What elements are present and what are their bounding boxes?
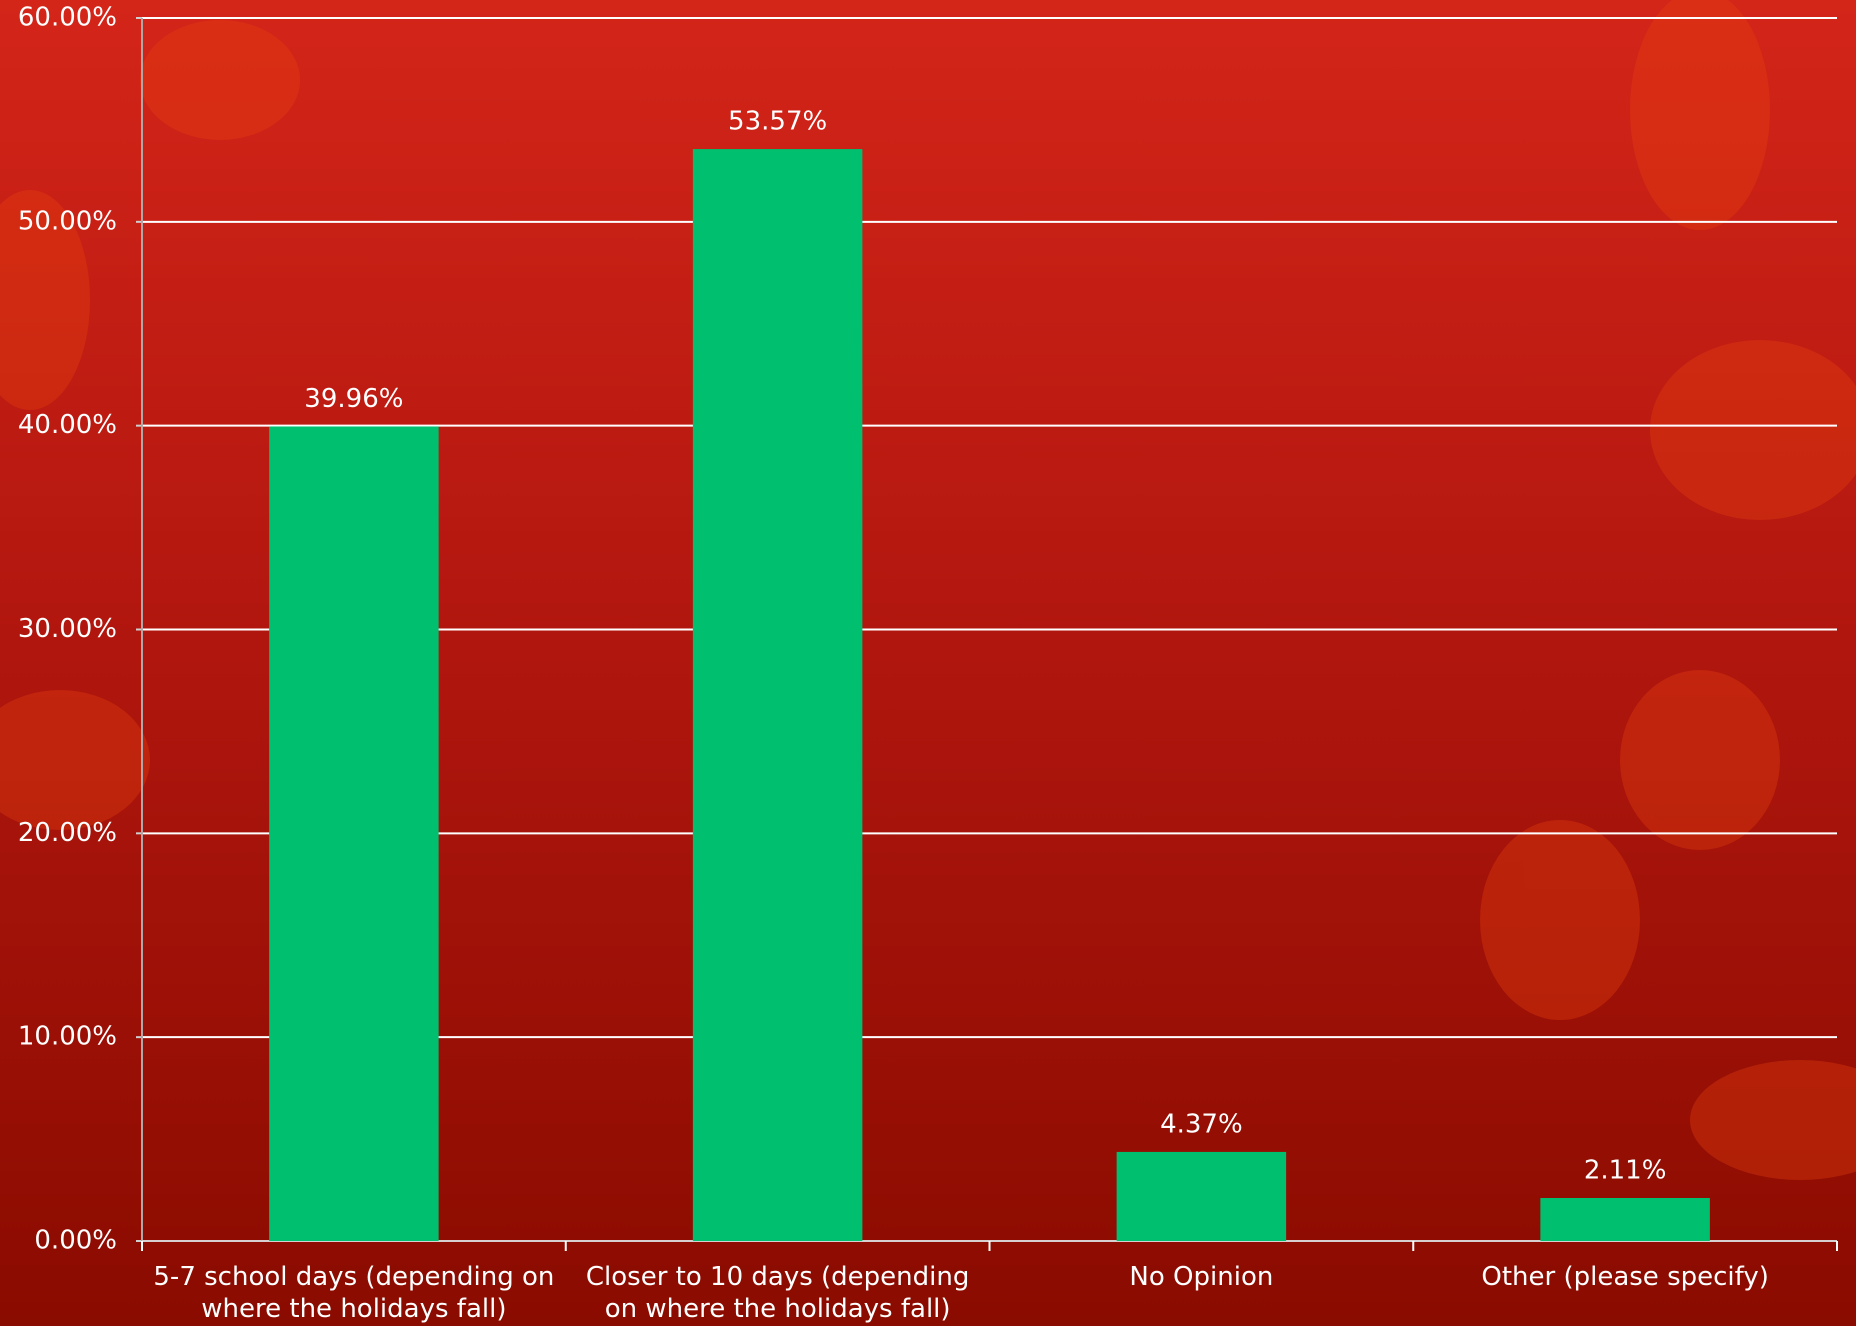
data-label: 39.96% xyxy=(304,384,403,414)
x-tick-label: No Opinion xyxy=(1129,1262,1274,1292)
y-tick-label: 30.00% xyxy=(18,614,117,644)
y-tick-label: 10.00% xyxy=(18,1022,117,1052)
bar xyxy=(692,149,863,1242)
x-tick-label: 5-7 school days (depending on where the … xyxy=(153,1262,555,1324)
y-tick-label: 20.00% xyxy=(18,818,117,848)
x-tick-label: Closer to 10 days (depending on where th… xyxy=(585,1262,970,1324)
data-label: 4.37% xyxy=(1160,1109,1243,1139)
bar xyxy=(269,426,439,1241)
bar xyxy=(1116,1151,1287,1241)
data-label: 2.11% xyxy=(1584,1155,1667,1185)
bar xyxy=(1540,1197,1710,1241)
y-tick-label: 60.00% xyxy=(18,3,117,33)
y-tick-label: 0.00% xyxy=(34,1226,117,1256)
decoration xyxy=(0,0,1856,1180)
y-tick-label: 50.00% xyxy=(18,206,117,236)
x-tick-label: Other (please specify) xyxy=(1481,1262,1769,1292)
data-label: 53.57% xyxy=(728,107,827,137)
y-tick-label: 40.00% xyxy=(18,410,117,440)
